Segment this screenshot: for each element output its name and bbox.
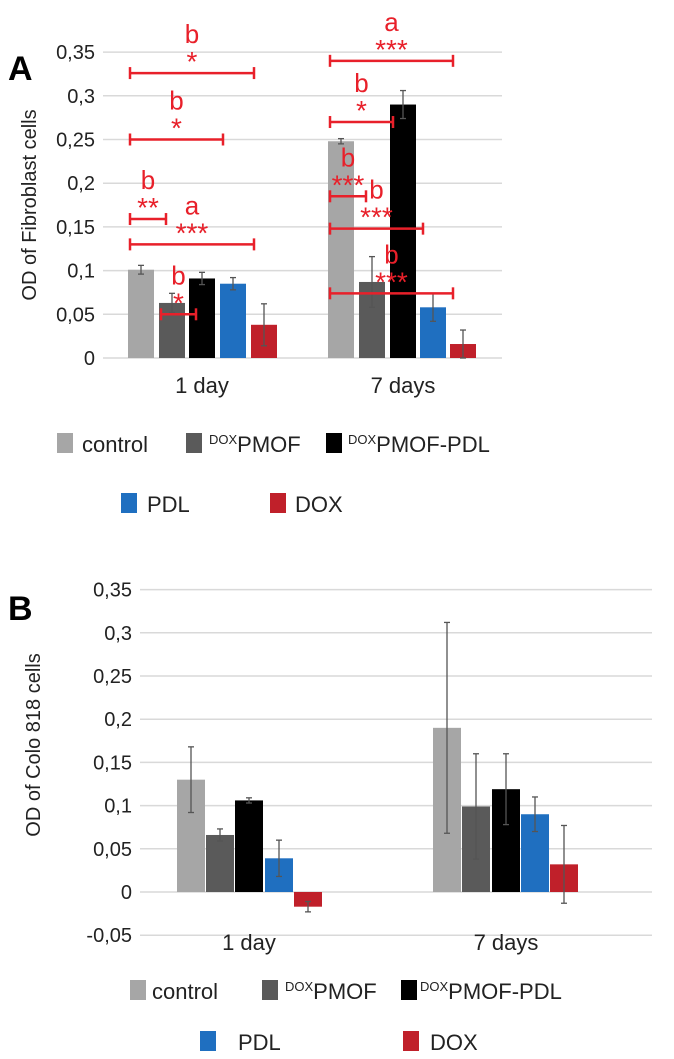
- significance-stars: ***: [360, 202, 393, 233]
- y-tick-label: 0,3: [67, 86, 95, 108]
- y-tick-label: 0,15: [93, 752, 132, 774]
- bar: [128, 269, 154, 358]
- y-tick-label: 0,25: [93, 666, 132, 688]
- significance-letter: b: [185, 19, 199, 49]
- y-tick-label: 0,35: [93, 580, 132, 602]
- significance-letter: a: [185, 190, 200, 220]
- y-tick-label: 0,2: [104, 709, 132, 731]
- y-tick-label: 0: [121, 882, 132, 904]
- y-tick-label: 0,1: [67, 261, 95, 283]
- significance-stars: *: [187, 46, 198, 77]
- significance-letter: b: [141, 165, 155, 195]
- panel-label: B: [8, 590, 33, 628]
- bar: [189, 278, 215, 358]
- x-category-label: 1 day: [175, 373, 229, 398]
- y-tick-label: 0,35: [56, 42, 95, 64]
- legend-text: PMOF-PDL: [448, 979, 562, 1004]
- legend-superscript: DOX: [209, 432, 238, 447]
- legend-swatch: [401, 980, 417, 1000]
- y-tick-label: 0,3: [104, 623, 132, 645]
- bar: [235, 800, 263, 892]
- panel-label: A: [8, 50, 33, 88]
- legend-label: control: [152, 979, 218, 1004]
- legend-superscript: DOX: [420, 979, 449, 994]
- significance-stars: *: [356, 95, 367, 126]
- legend-label: DOXPMOF-PDL: [348, 432, 490, 457]
- legend-swatch: [130, 980, 146, 1000]
- bar: [328, 141, 354, 358]
- significance-letter: a: [384, 7, 399, 37]
- legend-label: DOX: [430, 1030, 478, 1054]
- y-tick-label: 0: [84, 348, 95, 370]
- y-axis-label: OD of Fibroblast cells: [19, 109, 41, 300]
- significance-stars: **: [137, 192, 159, 223]
- legend-swatch: [186, 433, 202, 453]
- significance-letter: b: [369, 175, 383, 205]
- legend-swatch: [57, 433, 73, 453]
- legend-item-pdl: PDL: [200, 1030, 281, 1055]
- significance-letter: b: [354, 68, 368, 98]
- significance-stars: ***: [375, 266, 408, 297]
- bar: [220, 283, 246, 358]
- legend-item-dox: DOX: [270, 492, 343, 517]
- y-axis-label: OD of Colo 818 cells: [23, 653, 45, 836]
- panel-b: -0,05 0 0,05 0,1 0,15 0,2 0,25 0,3 0,35 B OD of Co…: [8, 580, 652, 1055]
- significance-letter: b: [384, 239, 398, 269]
- significance-stars: ***: [332, 169, 365, 200]
- y-tick-label: 0,25: [56, 130, 95, 152]
- legend-swatch: [270, 493, 286, 513]
- legend-swatch: [200, 1031, 216, 1051]
- legend-item-pdl: PDL: [121, 492, 190, 517]
- legend-swatch: [403, 1031, 419, 1051]
- legend-label: control: [82, 432, 148, 457]
- legend-label: DOXPMOF: [209, 432, 301, 457]
- legend-label: DOXPMOF: [285, 979, 377, 1004]
- legend-item-control: control: [57, 432, 148, 457]
- legend-text: PMOF-PDL: [376, 432, 490, 457]
- legend-superscript: DOX: [348, 432, 377, 447]
- legend-item-doxpmof: DOXPMOF: [186, 432, 301, 457]
- legend-swatch: [262, 980, 278, 1000]
- legend-item-doxpmof: DOXPMOF: [262, 979, 377, 1004]
- x-category-label: 7 days: [474, 930, 539, 955]
- bar: [390, 104, 416, 358]
- significance-stars: *: [173, 287, 184, 318]
- legend-label: PDL: [147, 492, 190, 517]
- significance-letter: b: [169, 86, 183, 116]
- legend-text: PMOF: [237, 432, 301, 457]
- legend-label: PDL: [238, 1030, 281, 1054]
- legend-label: DOX: [295, 492, 343, 517]
- bar: [206, 834, 234, 892]
- legend-item-doxpmof-pdl: DOXPMOF-PDL: [401, 979, 562, 1004]
- significance-letter: b: [341, 142, 355, 172]
- y-tick-label: 0,2: [67, 173, 95, 195]
- legend-label: DOXPMOF-PDL: [420, 979, 562, 1004]
- y-tick-label: 0,05: [93, 839, 132, 861]
- y-tick-label: 0,1: [104, 796, 132, 818]
- legend-swatch: [121, 493, 137, 513]
- legend-item-dox: DOX: [403, 1030, 478, 1055]
- significance-letter: b: [171, 260, 185, 290]
- y-tick-label: 0,15: [56, 217, 95, 239]
- legend-item-control: control: [130, 979, 218, 1004]
- x-category-label: 7 days: [371, 373, 436, 398]
- x-category-label: 1 day: [222, 930, 276, 955]
- legend-swatch: [326, 433, 342, 453]
- significance-stars: *: [171, 113, 182, 144]
- legend-item-doxpmof-pdl: DOXPMOF-PDL: [326, 432, 490, 457]
- significance-stars: ***: [176, 217, 209, 248]
- y-tick-label: 0,05: [56, 304, 95, 326]
- bar: [294, 892, 322, 907]
- y-tick-label: -0,05: [86, 925, 132, 947]
- panel-a: 0 0,05 0,1 0,15 0,2 0,25 0,3 0,35 A OD of Fibrobl…: [8, 7, 502, 517]
- legend-text: PMOF: [313, 979, 377, 1004]
- significance-stars: ***: [375, 34, 408, 65]
- legend-superscript: DOX: [285, 979, 314, 994]
